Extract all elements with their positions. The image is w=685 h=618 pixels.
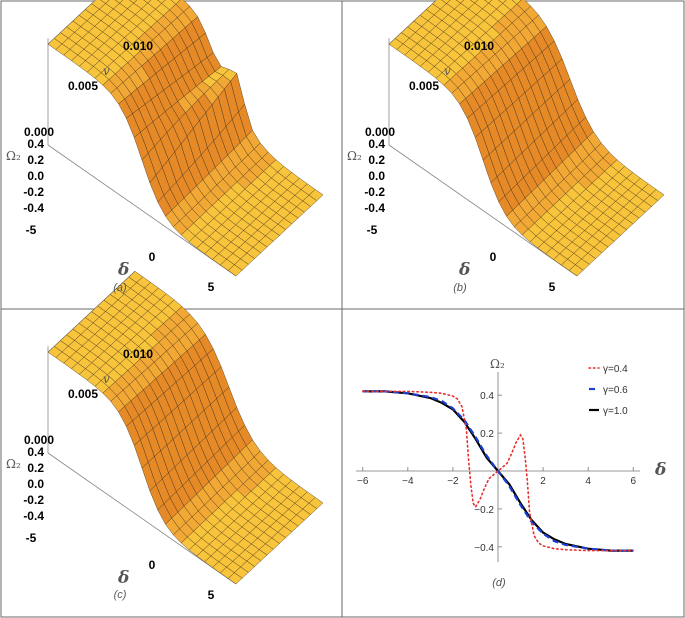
x-tick-label: −6	[357, 476, 369, 487]
omega-tick-label: 0.4	[27, 137, 44, 151]
v-axis-label: v	[103, 372, 110, 386]
omega-tick-label: 0.2	[27, 461, 44, 475]
omega-tick-label: -0.4	[23, 509, 44, 523]
surface-axis-labels: 0.000 0.005 0.010 v 0.4 0.2 0.0 -0.2 -0.4 Ω₂ -5 0 5 δ	[6, 39, 215, 294]
y-axis-title: Ω₂	[490, 357, 505, 371]
panel-label-d: (d)	[492, 577, 506, 589]
omega-axis-label: Ω₂	[6, 149, 21, 163]
series-line-dashed	[362, 390, 634, 552]
delta-tick-label: 5	[208, 280, 215, 294]
panel-d-border	[341, 308, 685, 618]
omega-axis-label: Ω₂	[6, 457, 21, 471]
omega-tick-label: -0.4	[364, 201, 385, 215]
omega-tick-label: -0.2	[364, 185, 385, 199]
x-tick-label: 2	[540, 476, 546, 487]
omega-tick-label: 0.4	[368, 137, 385, 151]
legend-label: γ=0.6	[603, 385, 628, 396]
legend-label: γ=0.4	[603, 364, 628, 375]
delta-axis-label: δ	[117, 568, 129, 588]
surface-axis-labels: 0.000 0.005 0.010 v 0.4 0.2 0.0 -0.2 -0.4 Ω₂ -5 0 5 δ	[6, 347, 215, 602]
delta-tick-label: 5	[549, 280, 556, 294]
legend-label: γ=1.0	[603, 406, 628, 417]
v-tick-label: 0.005	[68, 387, 98, 401]
y-tick-label: −0.4	[474, 543, 494, 554]
omega-tick-label: 0.0	[27, 477, 44, 491]
delta-axis-line	[47, 144, 237, 277]
v-tick-label: 0.005	[68, 79, 98, 93]
delta-tick-label: -5	[26, 223, 37, 237]
panel-label-a: (a)	[113, 282, 127, 294]
omega-tick-label: -0.2	[23, 493, 44, 507]
v-tick-label: 0.000	[24, 433, 54, 447]
delta-axis-label: δ	[117, 260, 129, 280]
omega-tick-label: 0.0	[368, 169, 385, 183]
omega-axis-label: Ω₂	[347, 149, 362, 163]
x-axis-title: δ	[654, 460, 666, 480]
delta-tick-label: 0	[149, 558, 156, 572]
surface-plot-b: 0.000 0.005 0.010 v 0.4 0.2 0.0 -0.2 -0.4 Ω₂ -5 0 5 δ	[347, 0, 665, 294]
delta-tick-label: 0	[149, 250, 156, 264]
delta-tick-label: 5	[208, 588, 215, 602]
panel-label-b: (b)	[453, 282, 467, 294]
surface-mesh	[47, 271, 324, 585]
legend: γ=0.4 γ=0.6 γ=1.0	[588, 364, 628, 417]
delta-tick-label: 0	[490, 250, 497, 264]
v-axis-label: v	[103, 64, 110, 78]
x-tick-label: −4	[402, 476, 414, 487]
v-tick-label: 0.010	[123, 39, 153, 53]
surface-cell	[227, 264, 243, 277]
surface-plot-a: 0.000 0.005 0.010 v 0.4 0.2 0.0 -0.2 -0.4 Ω₂ -5 0 5 δ	[6, 0, 324, 294]
omega-tick-label: -0.2	[23, 185, 44, 199]
x-tick-label: 6	[630, 476, 636, 487]
v-tick-label: 0.010	[464, 39, 494, 53]
omega-tick-label: 0.2	[368, 153, 385, 167]
omega-tick-label: 0.0	[27, 169, 44, 183]
delta-axis-label: δ	[458, 260, 470, 280]
delta-tick-label: -5	[26, 531, 37, 545]
surface-mesh	[388, 0, 665, 277]
delta-axis-line	[388, 144, 578, 277]
v-tick-label: 0.000	[365, 125, 395, 139]
y-tick-label: −0.2	[474, 505, 494, 516]
x-tick-label: 4	[585, 476, 591, 487]
surface-axis-labels: 0.000 0.005 0.010 v 0.4 0.2 0.0 -0.2 -0.4 Ω₂ -5 0 5 δ	[347, 39, 556, 294]
panel-label-c: (c)	[114, 589, 127, 601]
surface-plot-c: 0.000 0.005 0.010 v 0.4 0.2 0.0 -0.2 -0.4 Ω₂ -5 0 5 δ	[6, 270, 324, 602]
v-tick-label: 0.000	[24, 125, 54, 139]
v-tick-label: 0.005	[409, 79, 439, 93]
line-plot-d: −6 −4 −2 2 4 6 0.4 0.2 −0.2 −0.4 Ω₂ δ γ=0.4 γ=0.6 γ=1.…	[356, 357, 666, 562]
v-axis-label: v	[444, 64, 451, 78]
series-line-dotted	[361, 390, 635, 552]
surface-cell	[568, 264, 584, 277]
surface-cell	[227, 572, 243, 585]
omega-tick-label: -0.4	[23, 201, 44, 215]
omega-tick-label: 0.4	[27, 445, 44, 459]
surface-mesh	[47, 0, 324, 277]
omega-tick-label: 0.2	[27, 153, 44, 167]
y-tick-label: 0.4	[480, 391, 494, 402]
x-tick-label: −2	[447, 476, 459, 487]
y-tick-label: 0.2	[480, 429, 494, 440]
delta-tick-label: -5	[367, 223, 378, 237]
delta-axis-line	[47, 452, 237, 585]
v-tick-label: 0.010	[123, 347, 153, 361]
